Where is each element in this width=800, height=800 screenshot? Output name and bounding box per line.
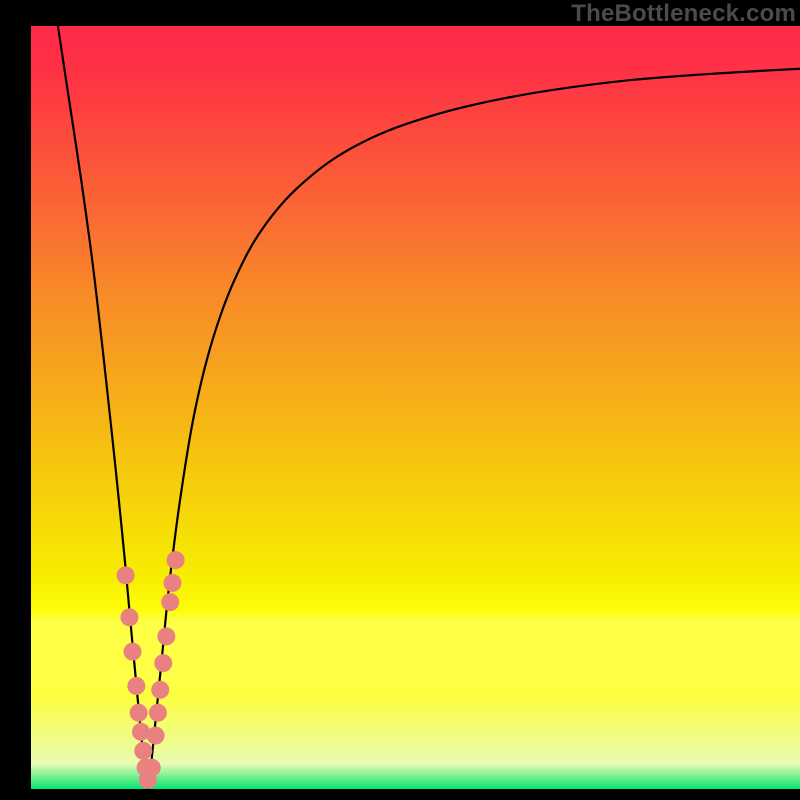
data-marker [134,742,152,760]
data-marker [157,627,175,645]
data-marker [149,704,167,722]
chart-container: TheBottleneck.com [0,0,800,800]
gradient-background [31,26,800,789]
bottleneck-chart [0,0,800,800]
data-marker [143,759,161,777]
data-marker [154,654,172,672]
data-marker [163,574,181,592]
data-marker [124,643,142,661]
data-marker [147,727,165,745]
data-marker [167,551,185,569]
data-marker [117,566,135,584]
data-marker [127,677,145,695]
data-marker [161,593,179,611]
data-marker [130,704,148,722]
data-marker [120,608,138,626]
data-marker [151,681,169,699]
